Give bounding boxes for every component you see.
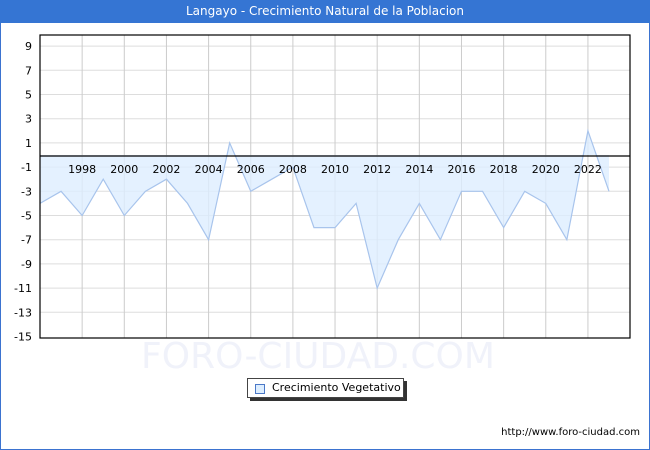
y-tick-label: -13 — [14, 306, 32, 319]
y-tick-label: -11 — [14, 282, 32, 295]
x-tick-label: 2020 — [532, 163, 560, 176]
legend-label: Crecimiento Vegetativo — [272, 381, 401, 394]
chart-title: Langayo - Crecimiento Natural de la Pobl… — [0, 0, 650, 23]
x-tick-label: 2008 — [279, 163, 307, 176]
legend: Crecimiento Vegetativo — [247, 378, 404, 398]
x-tick-label: 2018 — [490, 163, 518, 176]
y-tick-label: 3 — [25, 113, 32, 126]
y-tick-label: -1 — [21, 161, 32, 174]
y-tick-label: -3 — [21, 185, 32, 198]
plot-border — [39, 34, 631, 339]
y-tick-label: 9 — [25, 40, 32, 53]
y-tick-label: 1 — [25, 137, 32, 150]
source-url: http://www.foro-ciudad.com — [501, 427, 640, 438]
x-tick-label: 1998 — [68, 163, 96, 176]
x-tick-label: 2022 — [574, 163, 602, 176]
x-tick-label: 2004 — [195, 163, 223, 176]
x-tick-label: 2016 — [447, 163, 475, 176]
legend-swatch-icon — [255, 384, 265, 394]
x-tick-label: 2010 — [321, 163, 349, 176]
y-tick-label: 7 — [25, 64, 32, 77]
x-tick-label: 2000 — [110, 163, 138, 176]
y-tick-label: -5 — [21, 210, 32, 223]
x-tick-label: 2006 — [237, 163, 265, 176]
series-area — [40, 130, 609, 289]
x-tick-label: 2012 — [363, 163, 391, 176]
y-tick-label: 5 — [25, 89, 32, 102]
y-tick-label: -7 — [21, 234, 32, 247]
watermark: FORO-CIUDAD.COM — [141, 336, 495, 377]
y-tick-label: -15 — [14, 331, 32, 344]
x-tick-label: 2002 — [152, 163, 180, 176]
y-tick-label: -9 — [21, 258, 32, 271]
x-tick-label: 2014 — [405, 163, 433, 176]
series-line — [39, 128, 610, 290]
